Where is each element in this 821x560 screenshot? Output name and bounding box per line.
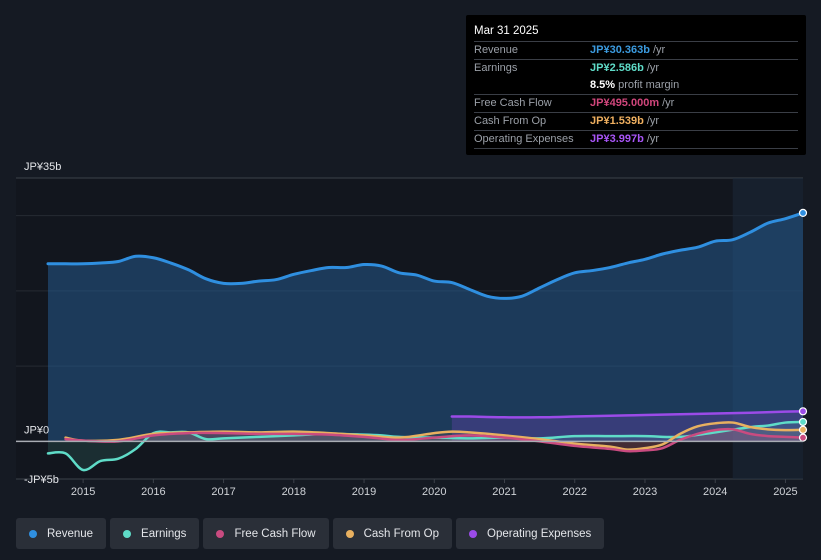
tooltip-unit: /yr (652, 44, 666, 56)
tooltip-unit: /yr (646, 133, 660, 145)
series-lines (46, 211, 805, 472)
x-tick-label: 2017 (211, 486, 235, 498)
x-tick-label: 2015 (71, 486, 95, 498)
x-tick-label: 2019 (352, 486, 376, 498)
y-tick-label: -JP¥5b (24, 474, 59, 486)
revenue-area (48, 212, 803, 442)
legend-dot-icon (469, 529, 478, 538)
tooltip-unit: /yr (646, 62, 660, 74)
legend-dot-icon (345, 529, 354, 538)
operating-expenses-line (450, 410, 805, 419)
x-tick-label: 2024 (703, 486, 727, 498)
tooltip-value: 8.5% (590, 79, 616, 91)
x-tick-label: 2021 (492, 486, 516, 498)
legend-item-operating-expenses[interactable]: Operating Expenses (456, 518, 605, 549)
series-areas (48, 212, 804, 471)
tooltip: Mar 31 2025 Revenue JP¥30.363b/yr Earnings… (466, 15, 806, 155)
free-cash-flow-line (64, 427, 805, 453)
legend-item-revenue[interactable]: Revenue (16, 518, 107, 549)
tooltip-value: JP¥495.000m (590, 97, 660, 109)
x-tick-label: 2018 (282, 486, 306, 498)
legend-label: Revenue (47, 527, 94, 540)
tooltip-label: Free Cash Flow (474, 97, 552, 109)
tooltip-label (474, 77, 590, 94)
earnings-endpoint (798, 417, 808, 427)
tooltip-value: JP¥3.997b (590, 133, 644, 145)
cash-from-op-line (64, 421, 805, 451)
tooltip-value: JP¥30.363b (590, 44, 650, 56)
tooltip-row: 8.5% profit margin (474, 77, 798, 95)
legend-label: Free Cash Flow (234, 527, 316, 540)
tooltip-unit: /yr (662, 97, 675, 109)
legend-label: Operating Expenses (487, 527, 592, 540)
legend-label: Cash From Op (363, 527, 440, 540)
x-tick-label: 2023 (633, 486, 657, 498)
operating-expenses-endpoint (798, 407, 808, 416)
tooltip-row: Cash From Op JP¥1.539b/yr (474, 113, 798, 131)
tooltip-label: Earnings (474, 62, 518, 74)
tooltip-label: Cash From Op (474, 115, 547, 127)
tooltip-row: Free Cash Flow JP¥495.000m/yr (474, 95, 798, 113)
legend-item-free-cash-flow[interactable]: Free Cash Flow (203, 518, 329, 549)
x-tick-label: 2020 (422, 486, 446, 498)
free-cash-flow-endpoint (798, 433, 808, 442)
tooltip-date: Mar 31 2025 (474, 23, 798, 42)
operating-expenses-area (451, 411, 803, 442)
y-tick-label: JP¥0 (24, 424, 49, 436)
cash-from-op-endpoint (798, 425, 808, 434)
tooltip-rows: Revenue JP¥30.363b/yr Earnings JP¥2.586b/yr… (474, 42, 798, 149)
tooltip-row: Operating Expenses JP¥3.997b/yr (474, 131, 798, 149)
legend-item-earnings[interactable]: Earnings (110, 518, 200, 549)
legend-label: Earnings (141, 527, 187, 540)
legend-dot-icon (123, 529, 132, 538)
legend-item-cash-from-op[interactable]: Cash From Op (332, 518, 453, 549)
x-tick-label: 2016 (141, 486, 165, 498)
cash-from-op-area (65, 422, 804, 450)
tooltip-unit: /yr (646, 115, 660, 127)
revenue-line (46, 211, 805, 300)
tooltip-unit: profit margin (618, 79, 680, 91)
x-axis-labels: 2015 2016 2017 2018 2019 2020 2021 2022 2023 2024… (71, 479, 798, 498)
tooltip-row: Revenue JP¥30.363b/yr (474, 42, 798, 60)
revenue-endpoint (798, 208, 808, 217)
tooltip-label: Revenue (474, 44, 519, 56)
y-axis-labels: JP¥35b JP¥0 -JP¥5b (24, 161, 61, 486)
series-endpoints (798, 208, 808, 442)
x-tick-label: 2022 (563, 486, 587, 498)
tooltip-value: JP¥1.539b (590, 115, 644, 127)
legend-dot-icon (216, 529, 225, 538)
tooltip-label: Operating Expenses (474, 133, 574, 145)
legend: Revenue Earnings Free Cash Flow Cash From O… (16, 518, 605, 549)
tooltip-row: Earnings JP¥2.586b/yr (474, 60, 798, 77)
y-tick-label: JP¥35b (24, 161, 61, 173)
tooltip-value: JP¥2.586b (590, 62, 644, 74)
legend-dot-icon (29, 529, 37, 538)
x-tick-label: 2025 (773, 486, 797, 498)
